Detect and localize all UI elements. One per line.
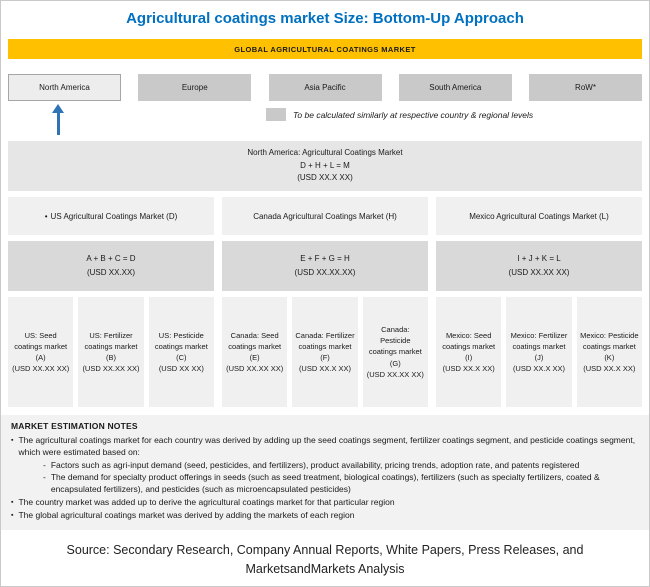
mid-annotation-row: To be calculated similarly at respective… (8, 101, 642, 141)
legend-note: To be calculated similarly at respective… (266, 108, 533, 121)
global-market-bar: GLOBAL AGRICULTURAL COATINGS MARKET (8, 39, 642, 59)
square-bullet-icon (11, 509, 13, 522)
country-box-mexico-label: Mexico Agricultural Coatings Market (L) (469, 211, 609, 221)
sum-box-canada: E + F + G = H (USD XX.XX.XX) (222, 241, 428, 291)
source-note: Source: Secondary Research, Company Annu… (66, 542, 584, 576)
segment-box-mexico-seed: Mexico: Seed coatings market (I) (USD XX… (436, 297, 502, 407)
segment-label: US: Pesticide coatings market (C) (154, 330, 208, 363)
page-title: Agricultural coatings market Size: Botto… (126, 10, 524, 27)
north-america-market-box: North America: Agricultural Coatings Mar… (8, 141, 642, 191)
dash-bullet-icon (43, 471, 46, 496)
bullet-glyph: • (44, 211, 48, 221)
region-asia-pacific: Asia Pacific (268, 74, 382, 101)
segment-label: US: Seed coatings market (A) (14, 330, 68, 363)
note-text: Factors such as agri-input demand (seed,… (50, 459, 580, 470)
segment-value: (USD XX.X XX) (442, 364, 495, 374)
sum-box-mexico: I + J + K = L (USD XX.XX XX) (436, 241, 642, 291)
up-arrow-icon (52, 104, 64, 135)
country-box-canada-label: Canada Agricultural Coatings Market (H) (253, 211, 397, 221)
segment-group-mexico: Mexico: Seed coatings market (I) (USD XX… (436, 297, 642, 407)
country-box-canada: Canada Agricultural Coatings Market (H) (222, 197, 428, 235)
segment-box-canada-seed: Canada: Seed coatings market (E) (USD XX… (222, 297, 288, 407)
legend-text: To be calculated similarly at respective… (293, 109, 534, 120)
country-box-us: • US Agricultural Coatings Market (D) (8, 197, 214, 235)
legend-swatch-icon (266, 108, 286, 121)
na-box-value: (USD XX.X XX) (297, 173, 353, 183)
segment-box-us-seed: US: Seed coatings market (A) (USD XX.XX … (8, 297, 74, 407)
segment-box-canada-fertilizer: Canada: Fertilizer coatings market (F) (… (292, 297, 358, 407)
region-europe: Europe (138, 74, 252, 101)
segment-label: Canada: Fertilizer coatings market (F) (295, 330, 355, 363)
square-bullet-icon (11, 496, 13, 509)
segment-value: (USD XX.XX XX) (82, 364, 140, 374)
sum-value: (USD XX.XX) (86, 268, 135, 277)
segment-value: (USD XX.X XX) (583, 364, 636, 374)
sum-formula: A + B + C = D (86, 254, 136, 264)
segment-box-us-fertilizer: US: Fertilizer coatings market (B) (USD … (78, 297, 144, 407)
sum-row: A + B + C = D (USD XX.XX) E + F + G = H … (8, 241, 642, 291)
note-text: The global agricultural coatings market … (18, 509, 355, 520)
note-item: The agricultural coatings market for eac… (11, 434, 639, 459)
country-row: • US Agricultural Coatings Market (D) Ca… (8, 197, 642, 235)
segment-row: US: Seed coatings market (A) (USD XX.XX … (8, 297, 642, 407)
segment-group-us: US: Seed coatings market (A) (USD XX.XX … (8, 297, 214, 407)
segment-box-mexico-pesticide: Mexico: Pesticide coatings market (K) (U… (576, 297, 642, 407)
note-item: Factors such as agri-input demand (seed,… (11, 459, 639, 471)
segment-value: (USD XX.XX XX) (12, 364, 70, 374)
segment-value: (USD XX.X XX) (298, 364, 352, 374)
sum-box-us: A + B + C = D (USD XX.XX) (8, 241, 214, 291)
sum-value: (USD XX.XX XX) (508, 268, 570, 277)
up-arrow-shaft (56, 113, 60, 135)
sum-value: (USD XX.XX.XX) (294, 268, 356, 277)
up-arrow-head (52, 104, 64, 113)
segment-value: (USD XX.XX XX) (366, 369, 424, 379)
square-bullet-icon (11, 434, 13, 459)
segment-label: Mexico: Fertilizer coatings market (J) (510, 330, 568, 363)
sum-formula: I + J + K = L (517, 254, 561, 264)
region-south-america: South America (398, 74, 512, 101)
note-text: The demand for specialty product offerin… (50, 471, 600, 495)
note-text: The agricultural coatings market for eac… (18, 435, 636, 458)
dash-bullet-icon (43, 459, 46, 471)
country-box-us-label: US Agricultural Coatings Market (D) (50, 211, 178, 221)
note-item: The global agricultural coatings market … (11, 509, 639, 522)
note-text: The country market was added up to deriv… (18, 496, 395, 507)
segment-label: Canada: Pesticide coatings market (G) (368, 324, 422, 368)
note-item: The country market was added up to deriv… (11, 496, 639, 509)
segment-value: (USD XX.XX XX) (226, 364, 284, 374)
na-box-title: North America: Agricultural Coatings Mar… (247, 148, 403, 158)
segment-value: (USD XX.X XX) (512, 364, 566, 374)
na-box-formula: D + H + L = M (300, 160, 350, 170)
segment-box-canada-pesticide: Canada: Pesticide coatings market (G) (U… (362, 297, 428, 407)
note-item: The demand for specialty product offerin… (11, 471, 639, 496)
segment-label: US: Fertilizer coatings market (B) (84, 330, 138, 363)
region-rest-of-world: RoW* (529, 74, 642, 101)
country-box-mexico: Mexico Agricultural Coatings Market (L) (436, 197, 642, 235)
region-row: North America Europe Asia Pacific South … (8, 74, 642, 101)
segment-label: Mexico: Pesticide coatings market (K) (580, 330, 639, 363)
market-estimation-notes: MARKET ESTIMATION NOTES The agricultural… (1, 415, 649, 530)
segment-value: (USD XX XX) (158, 364, 204, 374)
segment-group-canada: Canada: Seed coatings market (E) (USD XX… (222, 297, 428, 407)
region-north-america: North America (8, 74, 121, 101)
notes-header: MARKET ESTIMATION NOTES (11, 421, 138, 431)
segment-label: Mexico: Seed coatings market (I) (442, 330, 496, 363)
segment-box-us-pesticide: US: Pesticide coatings market (C) (USD X… (148, 297, 214, 407)
sum-formula: E + F + G = H (300, 254, 350, 264)
segment-label: Canada: Seed coatings market (E) (228, 330, 282, 363)
segment-box-mexico-fertilizer: Mexico: Fertilizer coatings market (J) (… (506, 297, 572, 407)
